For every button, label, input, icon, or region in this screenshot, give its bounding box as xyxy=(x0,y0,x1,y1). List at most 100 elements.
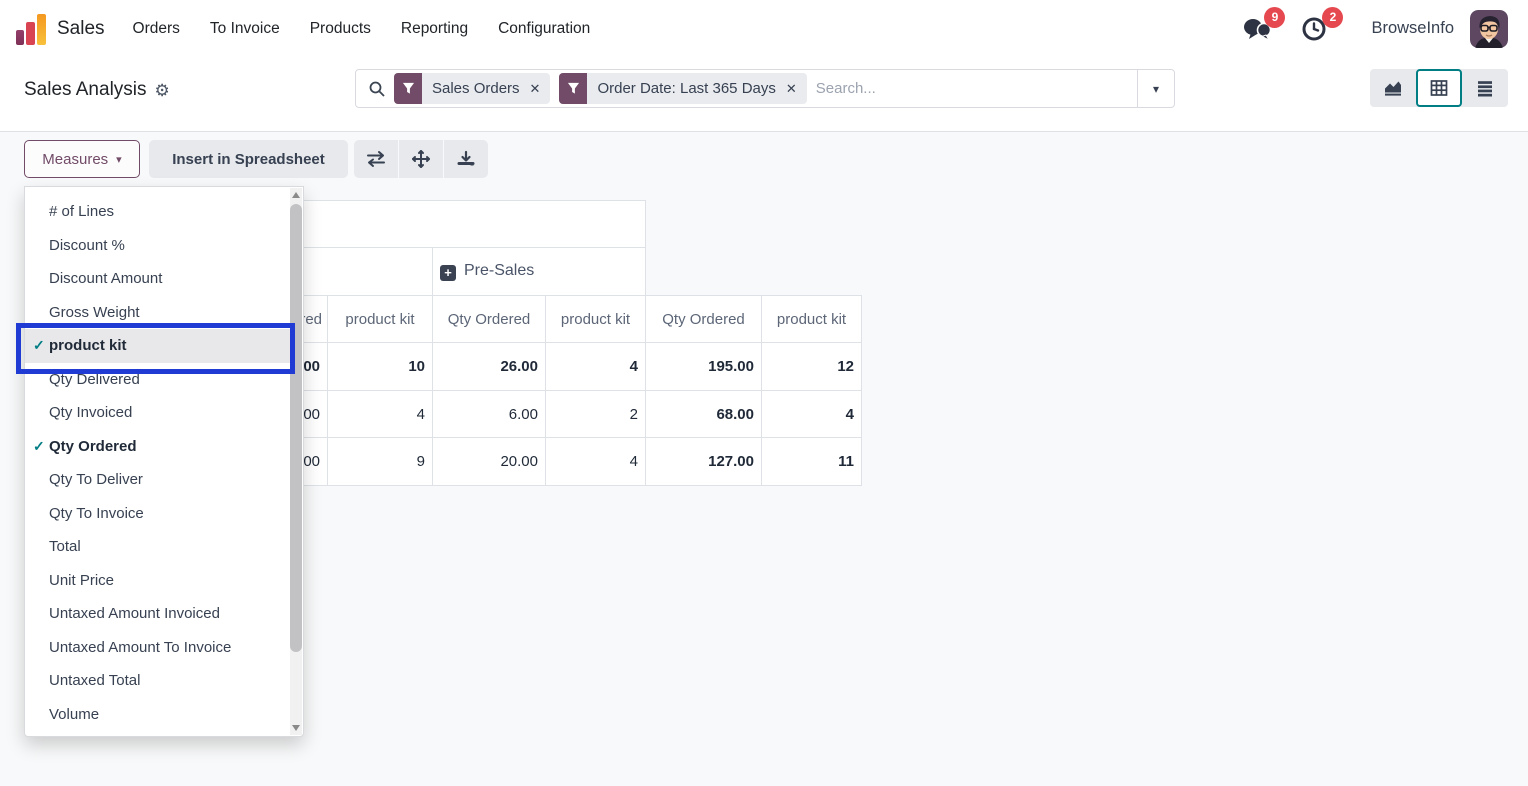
measures-label: Measures xyxy=(42,150,109,168)
page-title: Sales Analysis xyxy=(24,79,147,100)
measure-item-total[interactable]: Total xyxy=(49,538,81,555)
measure-item-untaxed-total[interactable]: Untaxed Total xyxy=(49,672,141,689)
filter-facet-order-date: Order Date: Last 365 Days ✕ xyxy=(559,73,807,104)
flip-axis-button[interactable] xyxy=(354,140,398,178)
activities-button[interactable]: 2 xyxy=(1299,6,1344,46)
messages-badge: 9 xyxy=(1264,6,1286,28)
measure-item-qty-invoiced[interactable]: Qty Invoiced xyxy=(49,404,133,421)
pivot-ghost-cell xyxy=(646,201,862,248)
expand-plus-icon[interactable]: + xyxy=(440,264,456,281)
pivot-ghost-cell xyxy=(646,248,862,296)
messages-button[interactable]: 9 xyxy=(1241,6,1286,46)
menu-to-invoice[interactable]: To Invoice xyxy=(209,19,280,37)
chat-bubbles-icon xyxy=(1244,18,1272,41)
measure-item-of-lines[interactable]: # of Lines xyxy=(49,203,115,220)
view-switcher xyxy=(1370,69,1508,107)
remove-facet-icon[interactable]: ✕ xyxy=(785,80,797,96)
measure-item-discount-pct[interactable]: Discount % xyxy=(49,236,125,254)
facet-label: Order Date: Last 365 Days xyxy=(597,80,776,97)
avatar[interactable] xyxy=(1470,9,1508,48)
pivot-cell: 2 xyxy=(545,390,646,438)
measure-header[interactable]: product kit xyxy=(761,295,862,343)
menu-orders[interactable]: Orders xyxy=(132,19,180,37)
pivot-cell: 10 xyxy=(327,342,433,391)
clock-icon xyxy=(1302,17,1326,40)
scroll-down-icon[interactable] xyxy=(290,721,302,735)
flip-axis-icon xyxy=(367,151,385,167)
filter-icon xyxy=(394,73,422,104)
menu-reporting[interactable]: Reporting xyxy=(400,19,469,37)
check-icon: ✓ xyxy=(33,337,45,353)
pivot-cell: 4 xyxy=(545,437,646,486)
pivot-cell: 4 xyxy=(327,390,433,438)
app-name[interactable]: Sales xyxy=(57,17,105,39)
search-dropdown-toggle[interactable]: ▾ xyxy=(1137,70,1174,107)
pivot-cell: 4 xyxy=(545,342,646,391)
top-navbar: Sales Orders To Invoice Products Reporti… xyxy=(0,0,1528,57)
graph-view-button[interactable] xyxy=(1370,69,1416,107)
measures-dropdown-menu: # of Lines Discount % Discount Amount Gr… xyxy=(24,186,304,737)
measure-item-discount-amount[interactable]: Discount Amount xyxy=(49,270,163,287)
measure-item-qty-to-invoice[interactable]: Qty To Invoice xyxy=(49,504,144,522)
measure-item-gross-weight[interactable]: Gross Weight xyxy=(49,303,140,321)
dropdown-scrollbar[interactable] xyxy=(290,188,302,735)
measure-item-volume[interactable]: Volume xyxy=(49,705,100,723)
area-chart-icon xyxy=(1385,81,1401,96)
chevron-down-icon: ▾ xyxy=(116,153,122,166)
facet-label: Sales Orders xyxy=(432,80,520,97)
navbar-right: 9 2 BrowseInfo xyxy=(1241,6,1528,48)
gear-icon[interactable]: ⚙ xyxy=(154,80,170,100)
measure-item-untaxed-amount-to-invoice[interactable]: Untaxed Amount To Invoice xyxy=(49,638,232,656)
filter-facet-sales-orders: Sales Orders ✕ xyxy=(394,73,551,104)
measures-list: # of Lines Discount % Discount Amount Gr… xyxy=(25,187,303,738)
list-icon xyxy=(1478,81,1492,97)
measure-header[interactable]: product kit xyxy=(545,295,646,343)
measure-header[interactable]: Qty Ordered xyxy=(432,295,546,343)
list-view-button[interactable] xyxy=(1462,69,1508,107)
insert-in-spreadsheet-button[interactable]: Insert in Spreadsheet xyxy=(149,140,348,178)
measure-item-product-kit[interactable]: ✓ product kit xyxy=(25,329,292,363)
sales-app-icon[interactable] xyxy=(16,13,46,45)
arrows-move-icon xyxy=(412,150,430,168)
search-icon xyxy=(368,80,386,98)
pivot-cell: 4 xyxy=(761,390,862,438)
pivot-cell: 68.00 xyxy=(645,390,762,438)
chevron-down-icon: ▾ xyxy=(1152,81,1160,96)
logo-bar xyxy=(26,21,35,45)
measure-item-qty-delivered[interactable]: Qty Delivered xyxy=(49,370,140,388)
measure-header[interactable]: Qty Ordered xyxy=(645,295,762,343)
menu-configuration[interactable]: Configuration xyxy=(498,19,591,37)
logo-bar xyxy=(37,13,46,45)
breadcrumb: Sales Analysis ⚙ xyxy=(24,79,170,101)
pivot-cell: 6.00 xyxy=(432,390,546,438)
menu-products[interactable]: Products xyxy=(309,19,371,37)
pivot-group-header-pre-sales[interactable]: + Pre-Sales xyxy=(432,247,646,296)
pivot-cell: 26.00 xyxy=(432,342,546,391)
pivot-cell: 20.00 xyxy=(432,437,546,486)
filter-icon xyxy=(559,73,588,104)
measure-item-qty-ordered[interactable]: ✓ Qty Ordered xyxy=(25,430,292,464)
user-menu[interactable]: BrowseInfo xyxy=(1371,19,1454,37)
pivot-view-button[interactable] xyxy=(1416,69,1462,107)
expand-all-button[interactable] xyxy=(399,140,443,178)
activities-badge: 2 xyxy=(1322,6,1344,28)
download-button[interactable] xyxy=(444,140,488,178)
search-bar[interactable]: Sales Orders ✕ Order Date: Last 365 Days… xyxy=(355,69,1175,108)
measure-item-qty-to-deliver[interactable]: Qty To Deliver xyxy=(49,471,143,488)
pivot-grid-icon xyxy=(1430,80,1448,96)
measure-item-untaxed-amount-invoiced[interactable]: Untaxed Amount Invoiced xyxy=(49,605,220,622)
measure-item-unit-price[interactable]: Unit Price xyxy=(49,571,115,589)
pivot-toolbar-icons xyxy=(354,140,488,178)
measure-header[interactable]: product kit xyxy=(327,295,433,343)
main-menu: Orders To Invoice Products Reporting Con… xyxy=(133,20,591,38)
logo-bar xyxy=(16,29,24,45)
scroll-up-icon[interactable] xyxy=(290,188,302,202)
measures-button[interactable]: Measures ▾ xyxy=(24,140,140,178)
pivot-cell: 11 xyxy=(761,437,862,486)
pivot-cell: 127.00 xyxy=(645,437,762,486)
pivot-cell: 9 xyxy=(327,437,433,486)
scrollbar-thumb[interactable] xyxy=(290,204,302,652)
search-input[interactable] xyxy=(815,80,1137,97)
control-panel: Sales Analysis ⚙ Sales Orders ✕ Order xyxy=(0,57,1528,132)
remove-facet-icon[interactable]: ✕ xyxy=(529,80,541,96)
